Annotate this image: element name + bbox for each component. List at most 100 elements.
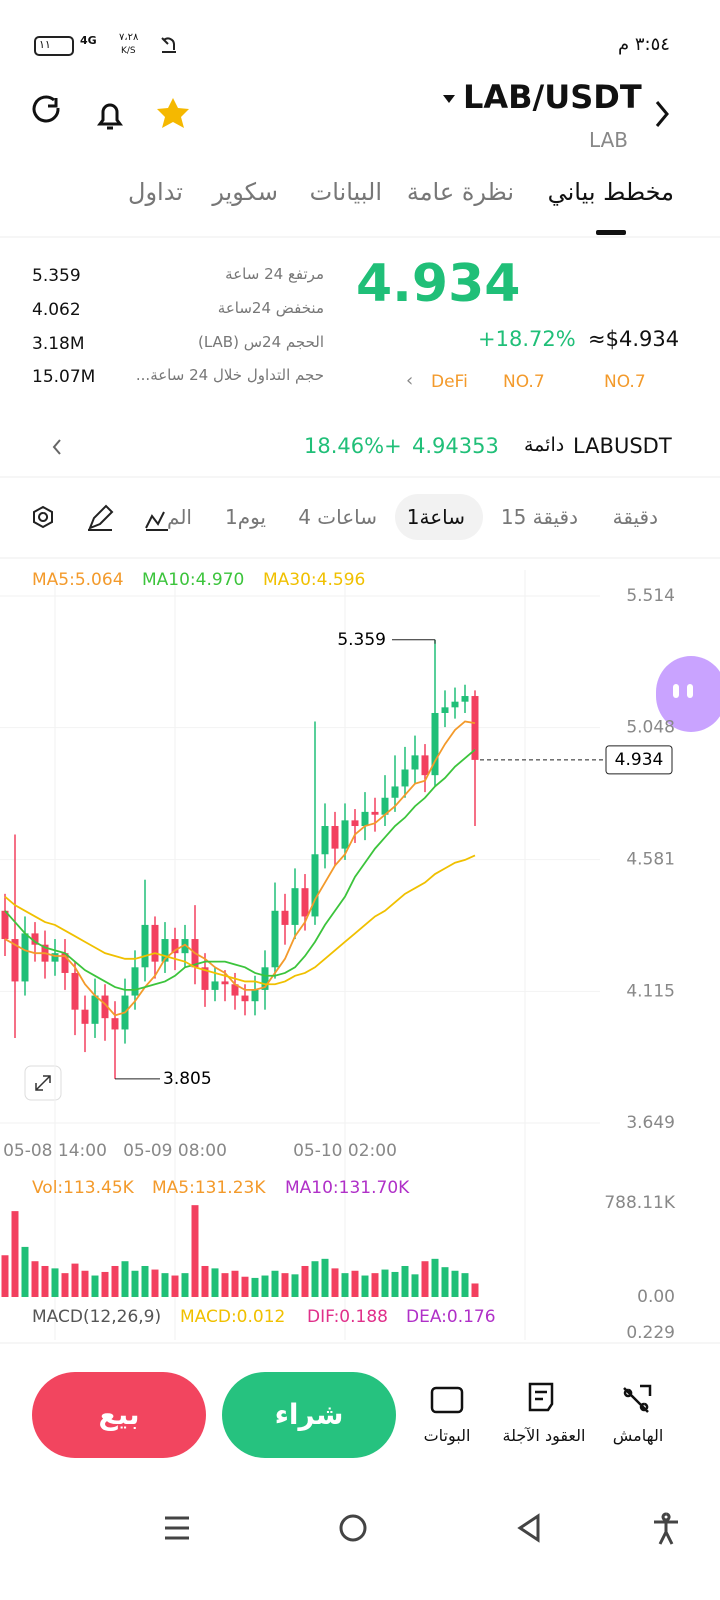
volume-bar [471, 1283, 479, 1297]
star-icon[interactable] [157, 98, 189, 128]
change: +18.72% [478, 327, 576, 351]
fiat-price: ≈$4.934 [588, 327, 680, 351]
interval[interactable]: 15 دقيقة [500, 505, 578, 529]
volume-bar [431, 1258, 439, 1297]
volume-bar [151, 1269, 159, 1297]
candle-body [51, 953, 59, 962]
y-tick-label: 788.11K [604, 1193, 675, 1213]
assistant-eye [687, 684, 693, 698]
rank-tag[interactable]: NO.7 [503, 372, 545, 392]
nav-menu[interactable] [165, 1516, 189, 1540]
candle-body [451, 701, 459, 708]
candle-body [151, 924, 159, 962]
mute-icon [161, 37, 176, 53]
legend-entry: DEA:0.176 [406, 1307, 496, 1327]
candle-body [401, 769, 409, 787]
volume-bar [81, 1270, 89, 1297]
legend-entry: MA30:4.596 [263, 570, 365, 590]
interval[interactable]: 1يوم [224, 505, 266, 529]
candle-body [31, 933, 39, 945]
dropdown-icon[interactable] [443, 95, 455, 103]
interval[interactable]: الم [167, 505, 192, 529]
speed-unit: K/S [121, 46, 136, 56]
candle-body [91, 995, 99, 1024]
volume-bar [341, 1273, 349, 1297]
y-tick-label: 4.115 [626, 981, 675, 1001]
tool-label[interactable]: البوتات [423, 1426, 471, 1445]
draw-icon[interactable] [88, 504, 114, 531]
price-box-label: 4.934 [615, 750, 664, 770]
volume-bar [291, 1274, 299, 1297]
candle-body [291, 888, 299, 925]
volume-bar [211, 1268, 219, 1297]
interval[interactable]: 1ساعة [406, 505, 465, 529]
sector-tag[interactable]: DeFi [431, 372, 468, 392]
candle-body [231, 984, 239, 996]
battery-icon [34, 36, 74, 56]
candle-body [21, 933, 29, 982]
buy-label[interactable]: شراء [274, 1398, 344, 1431]
candle-body [341, 820, 349, 849]
volume-bar [321, 1258, 329, 1297]
tool-label[interactable]: الهامش [612, 1426, 664, 1445]
volume-bar [21, 1246, 29, 1297]
interval[interactable]: 4 ساعات [298, 505, 377, 529]
legend-entry: MACD:0.012 [180, 1307, 285, 1327]
arrow-icon[interactable] [52, 439, 61, 455]
tab[interactable]: مخطط بياني [547, 178, 674, 206]
bell-icon[interactable] [97, 103, 123, 130]
tab[interactable]: تداول [128, 178, 183, 206]
volume-bar [71, 1263, 79, 1297]
perp-symbol[interactable]: LABUSDT [573, 434, 672, 458]
margin-icon[interactable] [623, 1384, 652, 1413]
volume-bar [91, 1275, 99, 1297]
interval[interactable]: دقيقة [612, 505, 658, 529]
volume-bar [241, 1276, 249, 1297]
nav-back[interactable] [517, 1513, 540, 1543]
y-tick-label: 5.048 [626, 718, 675, 738]
tab[interactable]: البيانات [309, 178, 382, 206]
nav-accessibility[interactable] [654, 1512, 678, 1545]
tab[interactable]: سكوير [212, 178, 278, 206]
buy-button[interactable] [222, 1372, 396, 1458]
ma-line [4, 720, 476, 1017]
nav-home[interactable] [339, 1514, 367, 1542]
tool-label[interactable]: العقود الآجلة [502, 1426, 586, 1445]
back-icon[interactable] [655, 101, 669, 127]
candle-body [101, 995, 109, 1019]
rank-tag[interactable]: NO.7 [604, 372, 646, 392]
volume-bar [131, 1270, 139, 1297]
volume-bar [301, 1265, 309, 1297]
perp-price: 4.94353 [412, 434, 499, 458]
volume-bar [421, 1261, 429, 1297]
interval-selected [395, 494, 483, 540]
sell-label[interactable]: بيع [98, 1398, 140, 1431]
candle-body [361, 811, 369, 827]
pair[interactable]: LAB/USDT [463, 78, 642, 116]
refresh-icon[interactable] [32, 95, 60, 123]
y-tick-label: 5.514 [626, 586, 675, 606]
candle-body [391, 786, 399, 798]
candle-body [271, 910, 279, 968]
bots-icon[interactable] [430, 1386, 464, 1414]
futures-icon[interactable] [528, 1382, 554, 1412]
volume-bar [61, 1273, 69, 1297]
candle-body [411, 755, 419, 770]
volume-bar [351, 1270, 359, 1297]
legend-entry: MA10:4.970 [142, 570, 244, 590]
settings-icon[interactable] [33, 505, 53, 529]
candle-body [161, 939, 169, 962]
candle-body [471, 696, 479, 760]
tab[interactable]: نظرة عامة [406, 178, 514, 206]
volume-bar [31, 1261, 39, 1297]
candle-body [461, 696, 469, 702]
candle-body [241, 995, 249, 1002]
sell-button[interactable] [32, 1372, 206, 1458]
volume-bar [191, 1205, 199, 1297]
tab-indicator [596, 230, 626, 235]
volume-bar [391, 1271, 399, 1297]
indicator-icon[interactable] [145, 511, 168, 531]
candle-body [221, 981, 229, 985]
volume-bar [201, 1265, 209, 1297]
